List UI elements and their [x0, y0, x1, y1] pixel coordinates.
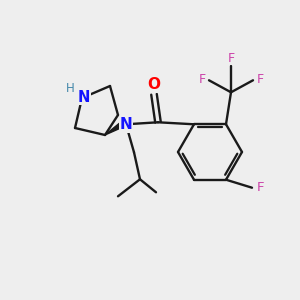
Text: F: F — [257, 181, 265, 194]
Text: F: F — [256, 73, 264, 86]
Text: O: O — [148, 77, 160, 92]
Text: F: F — [227, 52, 235, 65]
Text: N: N — [120, 117, 132, 132]
Text: H: H — [66, 82, 74, 94]
Text: N: N — [78, 89, 90, 104]
Text: F: F — [198, 73, 206, 86]
Polygon shape — [105, 121, 126, 135]
